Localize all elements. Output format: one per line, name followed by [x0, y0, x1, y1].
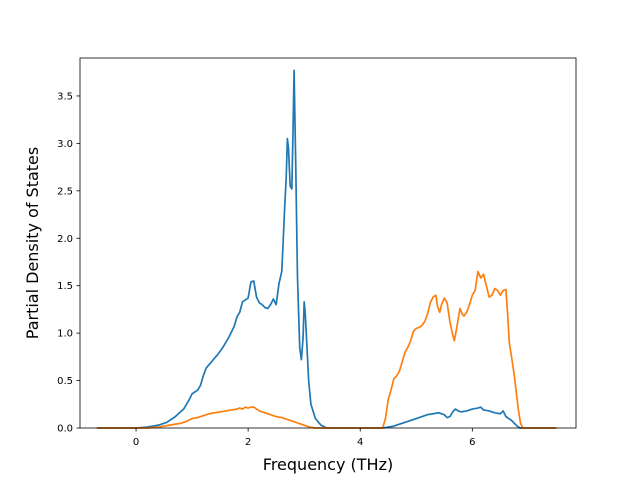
series-line-1: [96, 69, 557, 429]
x-tick-label: 6: [469, 437, 475, 448]
y-axis-label: Partial Density of States: [23, 147, 42, 339]
series-line-2: [96, 270, 557, 429]
x-axis: 0 2 4 6: [133, 428, 476, 448]
y-tick-label: 2.0: [57, 234, 73, 245]
y-tick-label: 0.0: [57, 424, 73, 435]
y-axis: 0.0 0.5 1.0 1.5 2.0 2.5 3.0 3.5: [57, 91, 80, 435]
x-tick-label: 2: [245, 437, 251, 448]
y-tick-label: 3.0: [57, 139, 73, 150]
y-tick-label: 3.5: [57, 91, 73, 102]
plot-frame: [79, 57, 577, 429]
x-tick-label: 0: [133, 437, 139, 448]
x-axis-label: Frequency (THz): [263, 455, 393, 474]
y-tick-label: 2.5: [57, 186, 73, 197]
series-layer: [96, 69, 557, 429]
y-tick-label: 0.5: [57, 376, 73, 387]
x-tick-label: 4: [357, 437, 363, 448]
y-tick-label: 1.5: [57, 281, 73, 292]
y-tick-label: 1.0: [57, 329, 73, 340]
